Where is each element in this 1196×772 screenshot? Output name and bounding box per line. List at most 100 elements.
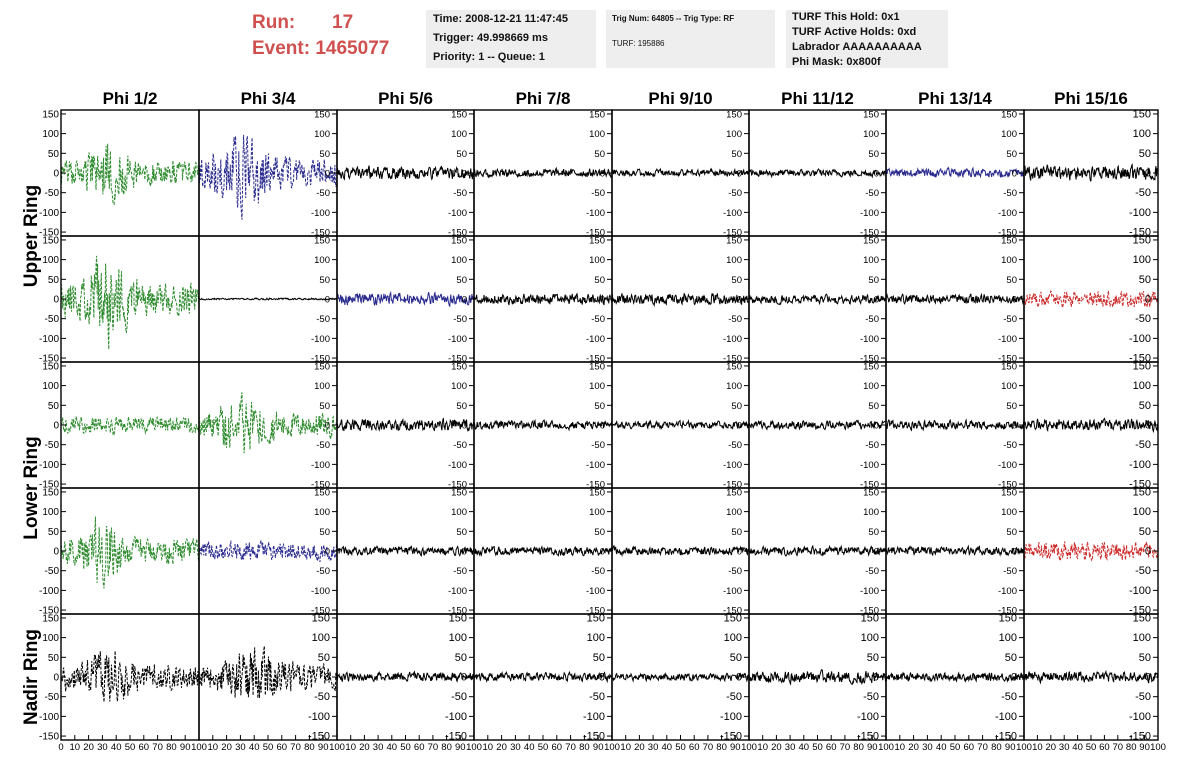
waveform-r2-c5: [611, 292, 750, 308]
ytick-label-r2-c6-3: 0: [874, 295, 879, 306]
ytick-label-r5-c5-4: -50: [726, 691, 742, 703]
column-header-8: Phi 15/16: [1054, 89, 1128, 108]
ytick-label-r1-c5-5: -100: [723, 208, 742, 219]
xtick-label-c7-6: 70: [977, 742, 988, 753]
xtick-label-c6-8: 90: [867, 742, 878, 753]
xtick-label-c2-6: 70: [290, 742, 301, 753]
ytick-label-r3-c6-5: -100: [860, 460, 879, 471]
ytick-label-r1-c3-1: 100: [451, 129, 467, 140]
ytick-label-r5-c7-2: 50: [1005, 652, 1017, 664]
ytick-label-r1-c7-1: 100: [1001, 129, 1017, 140]
waveform-r4-c6: [748, 544, 887, 557]
xtick-label-c6-7: 80: [853, 742, 864, 753]
ytick-label-r3-c2-1: 100: [314, 381, 330, 392]
ytick-label-r4-c2-3: 0: [325, 547, 330, 558]
ytick-label-r1-c5-1: 100: [726, 129, 742, 140]
xtick-label-c3-0: 10: [345, 742, 356, 753]
ytick-label-r4-c1-4: -50: [45, 566, 60, 577]
ytick-label-r2-c6-6: -150: [860, 354, 879, 365]
ytick-label-r4-c4-2: 50: [594, 527, 605, 538]
xtick-label-c3-2: 30: [373, 742, 384, 753]
xtick-label-c1-7: 70: [152, 742, 163, 753]
xtick-label-c3-3: 40: [387, 742, 398, 753]
ytick-label-r5-c5-1: 100: [724, 632, 742, 644]
waveform-r5-c7: [885, 671, 1025, 683]
ytick-label-r3-c2-4: -50: [316, 440, 330, 451]
ytick-label-r3-c7-5: -100: [998, 460, 1017, 471]
xtick-label-c5-7: 80: [716, 742, 727, 753]
xtick-label-c2-5: 60: [277, 742, 288, 753]
waveform-r5-c6: [748, 669, 887, 686]
ytick-label-r2-c6-4: -50: [865, 314, 879, 325]
xtick-label-c8-8: 90: [1139, 742, 1150, 753]
ytick-label-r2-c1-2: 50: [48, 275, 60, 286]
ytick-label-r4-c8-4: -50: [1135, 565, 1151, 577]
ytick-label-r5-c2-2: 50: [318, 652, 330, 664]
waveform-r2-c4: [473, 292, 613, 306]
ytick-label-r2-c8-3: 0: [1145, 294, 1151, 306]
panel-frame-r2-c1: [60, 235, 200, 363]
xtick-label-c1-3: 30: [97, 742, 108, 753]
trigger-info-box: Trig Num: 64805 -- Trig Type: RF TURF: 1…: [606, 10, 775, 68]
ytick-label-r4-c7-3: 0: [1012, 547, 1017, 558]
xtick-label-c2-0: 10: [208, 742, 219, 753]
ytick-label-r2-c2-3: 0: [325, 295, 330, 306]
ytick-label-r5-c6-5: -100: [857, 711, 879, 723]
ytick-label-r3-c1-2: 50: [48, 401, 60, 412]
ytick-label-r5-c7-5: -100: [995, 711, 1017, 723]
turf-hold-text: TURF This Hold: 0x1: [792, 11, 900, 23]
ytick-label-r2-c3-4: -50: [453, 314, 467, 325]
event-label: Event:: [252, 38, 311, 59]
ytick-label-r4-c8-1: 100: [1133, 506, 1151, 518]
ytick-label-r5-c4-5: -100: [583, 711, 605, 723]
ytick-label-r5-c2-0: 150: [312, 612, 330, 624]
ytick-label-r1-c4-5: -100: [586, 208, 605, 219]
xtick-label-c5-1: 20: [634, 742, 645, 753]
ytick-label-r3-c5-1: 100: [726, 381, 742, 392]
ytick-label-r5-c8-3: 0: [1145, 672, 1151, 684]
xtick-label-c1-4: 40: [111, 742, 122, 753]
xtick-label-c2-8: 90: [318, 742, 329, 753]
xtick-label-c3-4: 50: [400, 742, 411, 753]
ytick-label-r1-c5-3: 0: [737, 169, 742, 180]
turf-active-text: TURF Active Holds: 0xd: [792, 26, 917, 38]
xtick-label-c4-9: 100: [604, 742, 620, 753]
waveform-r3-c6: [748, 419, 887, 431]
ytick-label-r1-c2-3: 0: [325, 169, 330, 180]
xtick-label-c8-9: 100: [1150, 742, 1166, 753]
ytick-label-r5-c4-0: 150: [587, 612, 605, 624]
xtick-label-c5-2: 30: [648, 742, 659, 753]
ytick-label-r4-c1-0: 150: [42, 487, 59, 498]
ytick-label-r5-c5-5: -100: [720, 711, 742, 723]
ytick-label-r4-c8-2: 50: [1139, 526, 1151, 538]
ytick-label-r3-c3-4: -50: [453, 440, 467, 451]
turf-text: TURF: 195886: [612, 39, 665, 48]
xtick-label-c4-6: 70: [565, 742, 576, 753]
xtick-label-c8-1: 20: [1046, 742, 1057, 753]
ytick-label-r2-c2-6: -150: [311, 354, 330, 365]
xtick-label-c5-9: 100: [741, 742, 757, 753]
ytick-label-r3-c6-0: 150: [863, 361, 879, 372]
xtick-label-c3-8: 90: [455, 742, 466, 753]
xtick-label-c8-6: 70: [1113, 742, 1124, 753]
ytick-label-r2-c8-4: -50: [1135, 313, 1151, 325]
xtick-label-c8-7: 80: [1126, 742, 1137, 753]
ytick-label-r2-c1-5: -100: [39, 334, 59, 345]
ytick-label-r4-c5-0: 150: [726, 487, 742, 498]
waveform-r1-c1: [60, 143, 200, 206]
run-label: Run:: [252, 12, 296, 33]
ytick-label-r1-c5-2: 50: [731, 149, 742, 160]
ytick-label-r3-c3-2: 50: [456, 401, 467, 412]
waveform-r1-c5: [611, 167, 750, 178]
ytick-label-r2-c6-0: 150: [863, 235, 879, 246]
ytick-label-r4-c7-1: 100: [1001, 507, 1017, 518]
ytick-label-r2-c5-5: -100: [723, 334, 742, 345]
ytick-label-r1-c8-1: 100: [1133, 128, 1151, 140]
waveform-r4-c8: [1023, 541, 1159, 562]
ytick-label-r5-c1-3: 0: [53, 673, 59, 684]
ytick-label-r3-c2-0: 150: [314, 361, 330, 372]
ytick-label-r2-c6-1: 100: [863, 255, 879, 266]
ytick-label-r2-c4-1: 100: [589, 255, 605, 266]
ytick-label-r3-c8-5: -100: [1129, 459, 1151, 471]
ytick-label-r5-c7-1: 100: [999, 632, 1017, 644]
